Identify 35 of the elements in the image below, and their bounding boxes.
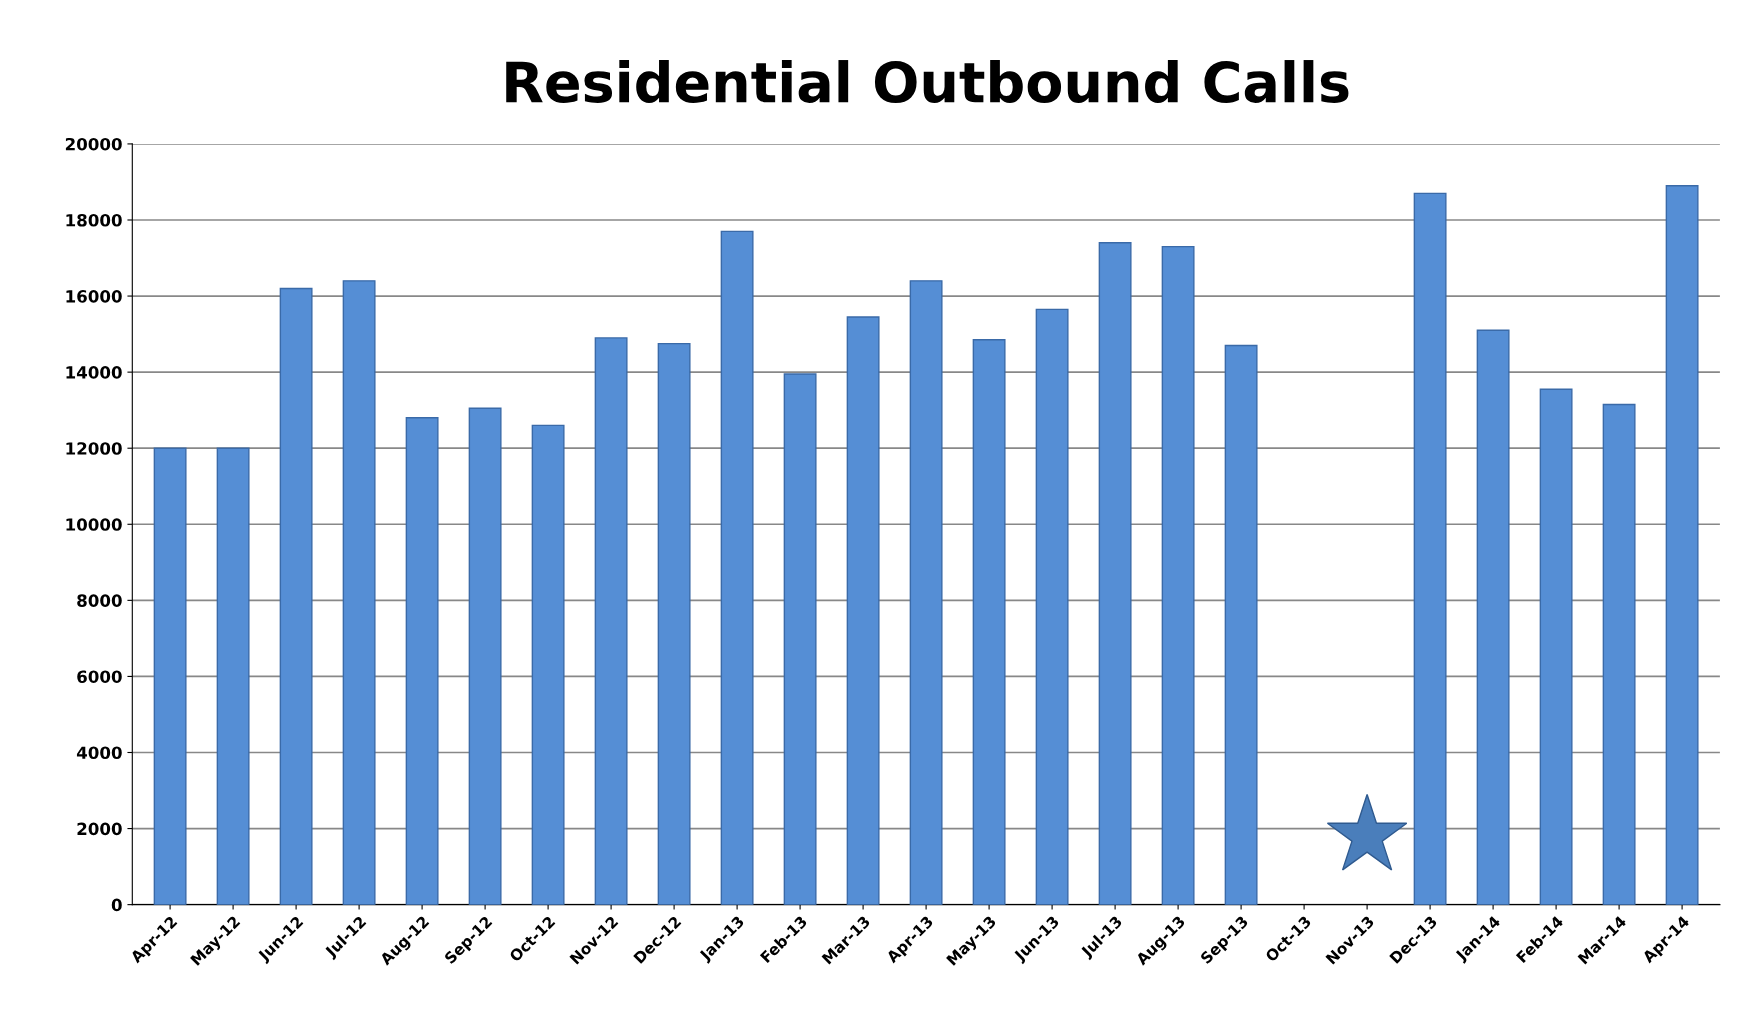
- y-tick-label: 12000: [66, 442, 122, 455]
- bar: [1413, 192, 1447, 905]
- y-tick-label: 14000: [66, 366, 122, 379]
- bar: [1665, 185, 1699, 905]
- bar: [657, 342, 691, 905]
- bar: [216, 447, 250, 905]
- bar: [1161, 245, 1195, 905]
- bar: [1476, 329, 1510, 905]
- bar: [531, 424, 565, 905]
- bar: [783, 373, 817, 905]
- y-tick-label: 6000: [77, 670, 122, 683]
- bar: [909, 280, 943, 905]
- bar: [594, 337, 628, 905]
- bar: [972, 339, 1006, 905]
- y-tick-label: 10000: [66, 518, 122, 531]
- bar: [1035, 308, 1069, 905]
- bar: [153, 447, 187, 905]
- y-tick-label: 20000: [65, 137, 122, 151]
- y-tick-label: 2000: [77, 822, 122, 836]
- bar: [342, 280, 376, 905]
- chart-title: Residential Outbound Calls: [506, 60, 1349, 104]
- y-tick-label: 0: [111, 898, 122, 912]
- y-tick-label: 8000: [77, 594, 122, 607]
- bar: [720, 230, 754, 905]
- bar: [1539, 388, 1573, 905]
- y-tick-label: 4000: [76, 746, 122, 760]
- bar: [846, 316, 880, 905]
- y-tick-label: 18000: [66, 213, 122, 227]
- bar: [405, 417, 439, 905]
- y-tick-label: 16000: [66, 290, 122, 303]
- bar: [1602, 403, 1636, 905]
- bar: [468, 407, 502, 905]
- bar: [1098, 242, 1132, 905]
- bar: [1224, 344, 1258, 905]
- bar: [279, 287, 313, 905]
